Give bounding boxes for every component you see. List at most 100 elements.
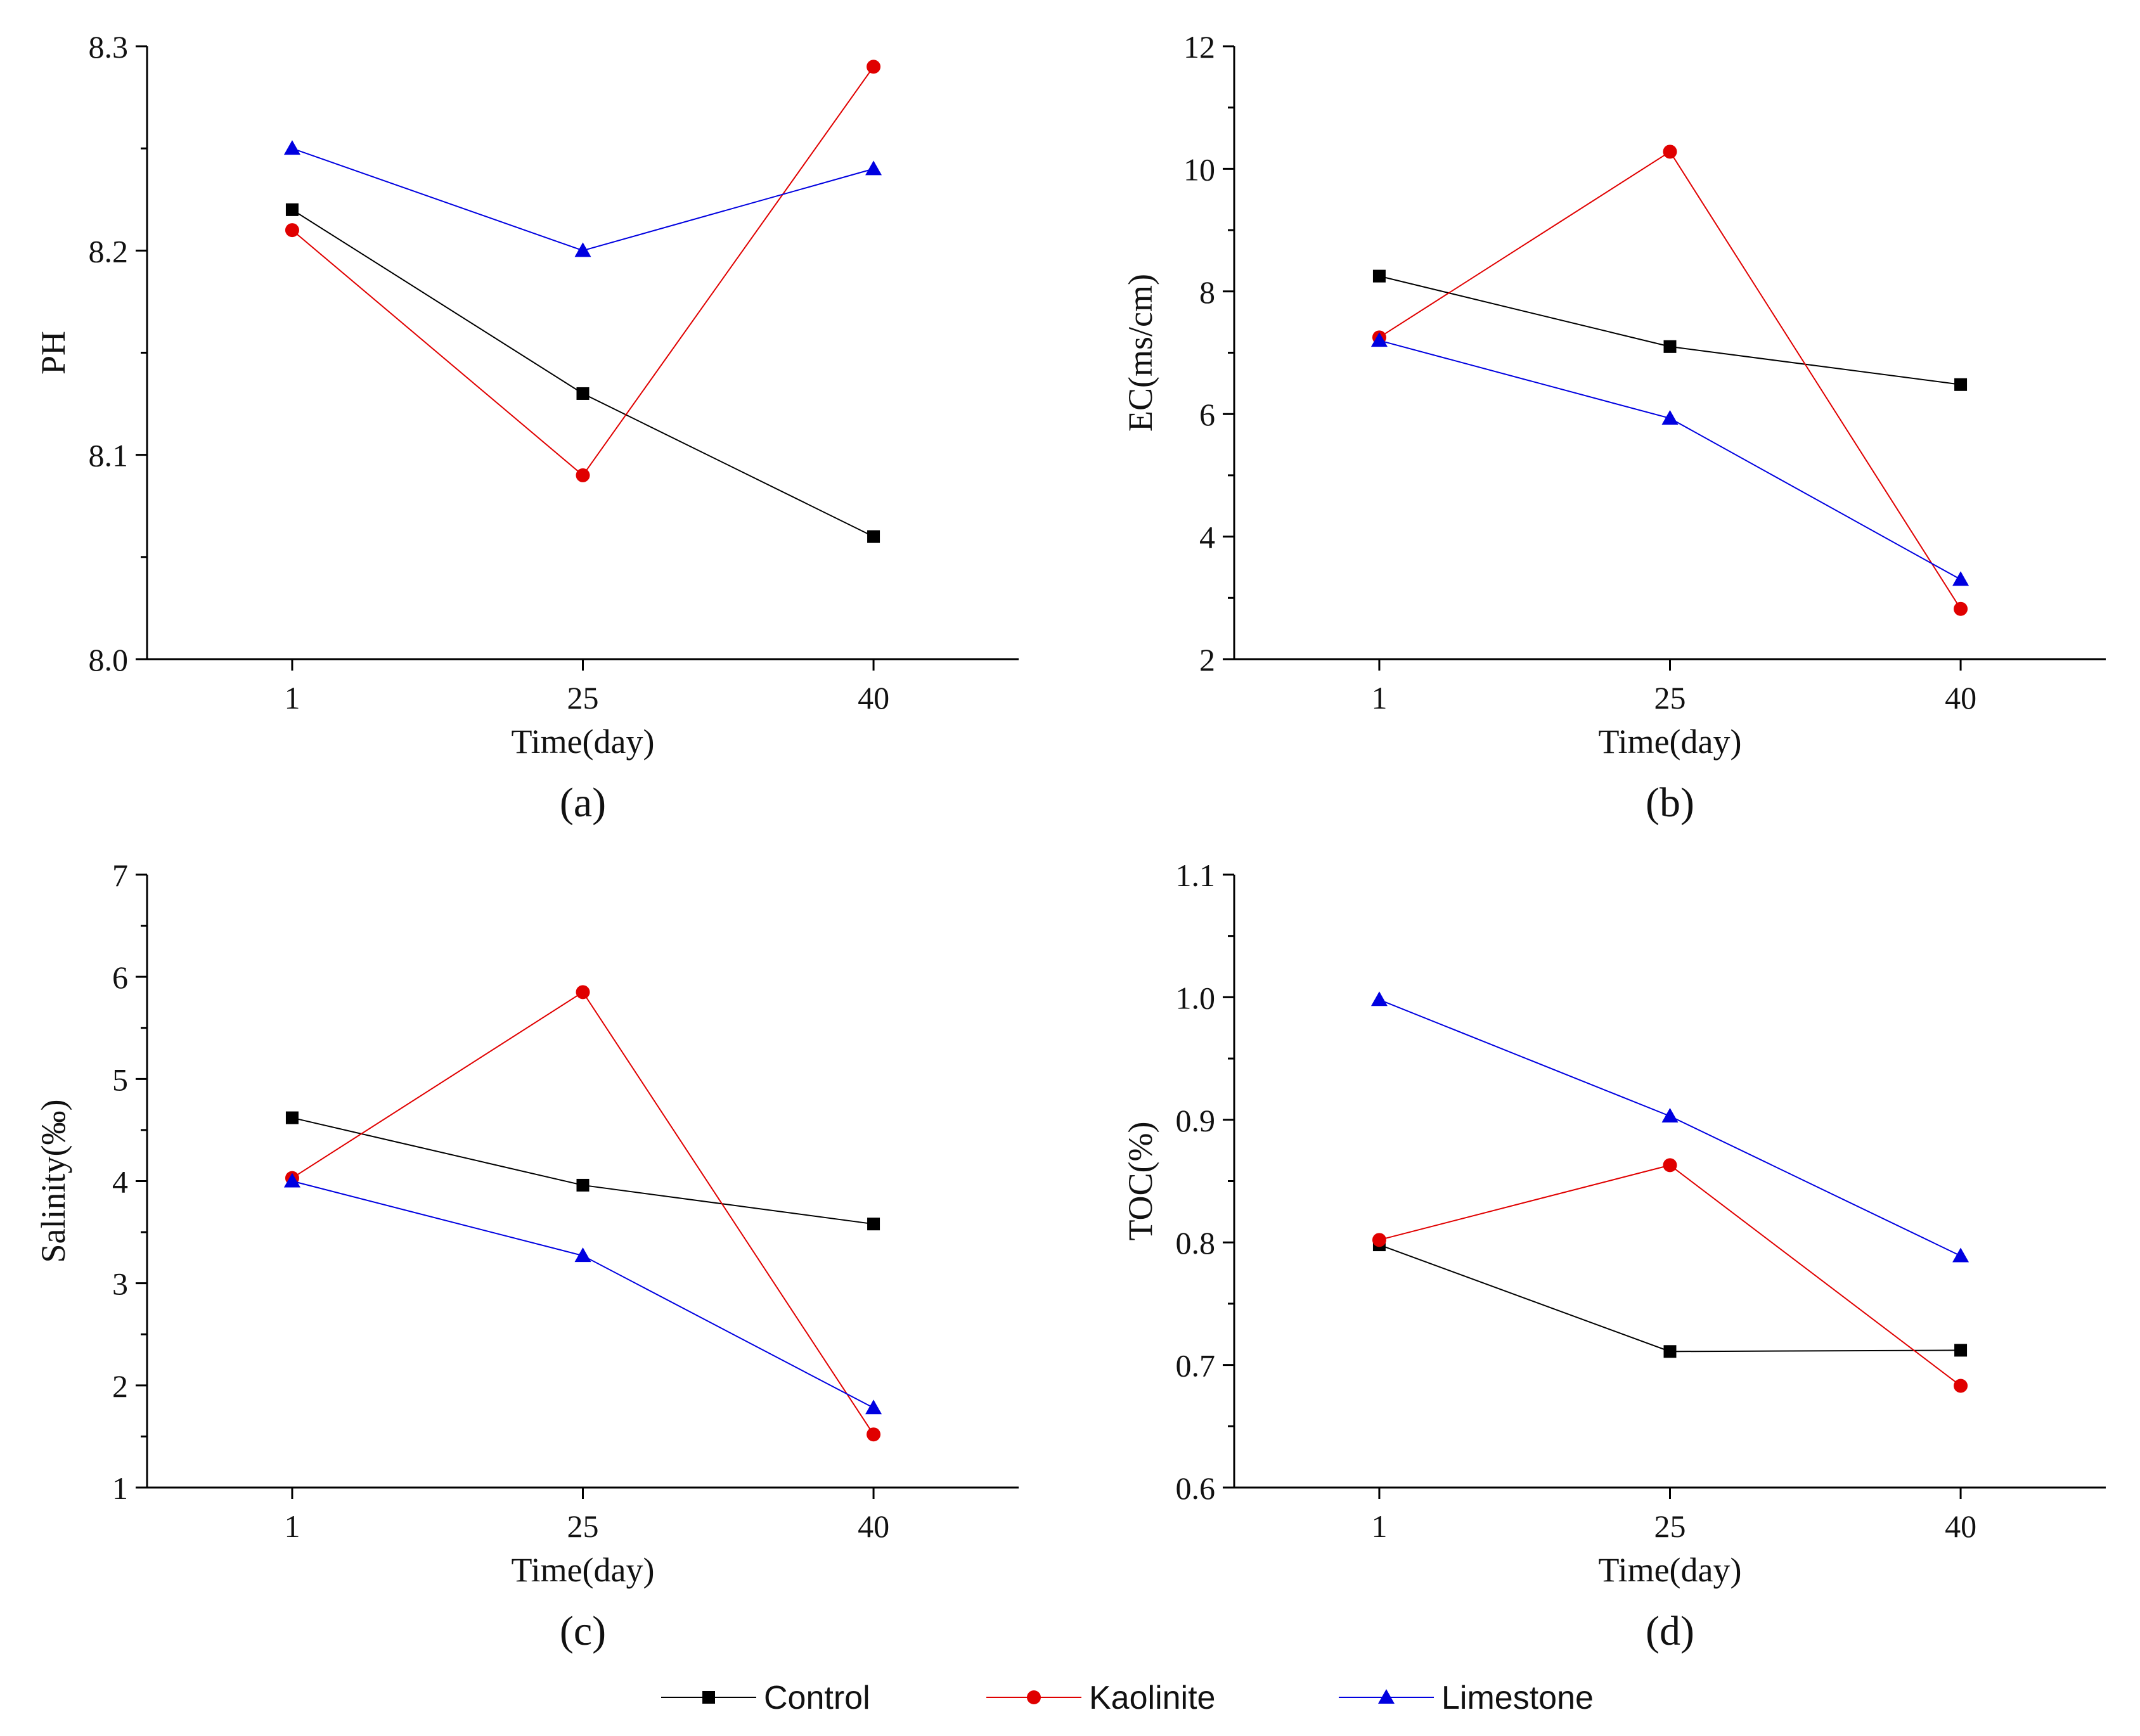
- data-point-limestone: [1661, 409, 1679, 425]
- legend-marker-control: [702, 1691, 715, 1704]
- y-tick-label: 0.6: [1176, 1470, 1216, 1506]
- legend: Control Kaolinite Limestone: [661, 1680, 1594, 1716]
- data-point-control: [576, 1178, 590, 1192]
- series-line-control: [1379, 1244, 1961, 1353]
- data-point-control: [1663, 340, 1677, 353]
- x-tick-label: 1: [284, 680, 300, 716]
- chart-panel-3: 1 2 3 4 5 6 7 1 25 40 Time(day) Salinity(‰) (c): [34, 858, 1019, 1654]
- data-point-control: [867, 530, 880, 543]
- data-point-control: [1663, 1345, 1677, 1358]
- data-point-kaolinite: [1663, 1158, 1677, 1173]
- data-point-control: [285, 203, 299, 216]
- y-axis-label: Salinity(‰): [34, 1100, 72, 1263]
- y-tick-label: 8: [1199, 274, 1215, 310]
- legend-marker-kaolinite: [1027, 1690, 1041, 1704]
- x-axis-label: Time(day): [1599, 1551, 1742, 1589]
- legend-label-control: Control: [764, 1680, 870, 1716]
- legend-marker-limestone: [1378, 1689, 1395, 1704]
- legend-label-kaolinite: Kaolinite: [1089, 1680, 1215, 1716]
- x-axis-label: Time(day): [1599, 723, 1742, 761]
- data-point-limestone: [865, 1399, 882, 1415]
- data-point-kaolinite: [576, 985, 590, 1000]
- y-axis-label: TOC(%): [1121, 1122, 1159, 1241]
- x-axis-label: Time(day): [512, 723, 655, 761]
- y-tick-label: 8.3: [89, 29, 129, 65]
- panel-label: (a): [560, 780, 606, 826]
- data-point-limestone: [1661, 1107, 1679, 1122]
- y-tick-label: 0.8: [1176, 1225, 1216, 1261]
- panel-label: (b): [1646, 780, 1694, 826]
- data-point-limestone: [283, 1173, 300, 1188]
- x-tick-label: 40: [858, 680, 889, 716]
- data-point-control: [576, 387, 590, 400]
- series-line-limestone: [292, 148, 874, 252]
- panel-label: (d): [1646, 1608, 1694, 1654]
- x-tick-label: 25: [1654, 1508, 1686, 1544]
- y-tick-label: 7: [112, 858, 128, 893]
- x-tick-label: 1: [284, 1508, 300, 1544]
- x-tick-label: 40: [1945, 1508, 1976, 1544]
- y-tick-label: 8.1: [89, 438, 129, 473]
- y-axis-label: EC(ms/cm): [1121, 274, 1159, 432]
- y-tick-label: 6: [1199, 397, 1215, 432]
- y-tick-label: 4: [1199, 520, 1215, 555]
- series-line-kaolinite: [1379, 150, 1961, 610]
- data-point-limestone: [1370, 332, 1388, 347]
- data-point-limestone: [1952, 571, 1969, 586]
- panel-label: (c): [560, 1608, 606, 1654]
- data-point-kaolinite: [1663, 145, 1677, 159]
- data-point-control: [1954, 378, 1968, 391]
- data-point-control: [1372, 269, 1386, 283]
- y-tick-label: 0.7: [1176, 1348, 1216, 1384]
- x-tick-label: 25: [1654, 680, 1686, 716]
- chart-panel-1: 8.0 8.1 8.2 8.3 1 25 40 Time(day) PH (a): [34, 29, 1019, 826]
- y-tick-label: 3: [112, 1266, 128, 1302]
- data-point-kaolinite: [867, 60, 881, 74]
- y-tick-label: 4: [112, 1164, 128, 1200]
- x-tick-label: 40: [1945, 680, 1976, 716]
- y-tick-label: 0.9: [1176, 1103, 1216, 1138]
- data-point-kaolinite: [1954, 601, 1968, 616]
- data-point-control: [285, 1111, 299, 1124]
- legend-label-limestone: Limestone: [1441, 1680, 1594, 1716]
- y-tick-label: 6: [112, 960, 128, 995]
- y-tick-label: 1.1: [1176, 858, 1216, 893]
- chart-panel-2: 2 4 6 8 10 12 1 25 40 Time(day) EC(ms/cm) (b): [1121, 29, 2106, 826]
- y-axis-label: PH: [34, 331, 72, 375]
- data-point-kaolinite: [576, 468, 590, 482]
- series-line-limestone: [292, 1180, 874, 1409]
- x-tick-label: 1: [1371, 1508, 1387, 1544]
- series-line-control: [292, 209, 874, 537]
- series-line-kaolinite: [292, 66, 874, 477]
- data-point-kaolinite: [1954, 1379, 1968, 1393]
- y-tick-label: 10: [1183, 151, 1215, 187]
- x-tick-label: 1: [1371, 680, 1387, 716]
- series-line-control: [1379, 275, 1961, 385]
- data-point-control: [867, 1218, 880, 1231]
- data-point-limestone: [1370, 991, 1388, 1006]
- data-point-control: [1954, 1344, 1968, 1357]
- data-point-limestone: [574, 1247, 591, 1263]
- x-tick-label: 40: [858, 1508, 889, 1544]
- data-point-limestone: [283, 140, 300, 155]
- x-tick-label: 25: [567, 680, 599, 716]
- x-tick-label: 25: [567, 1508, 599, 1544]
- x-axis-label: Time(day): [512, 1551, 655, 1589]
- y-tick-label: 5: [112, 1062, 128, 1097]
- y-tick-label: 12: [1183, 29, 1215, 65]
- y-tick-label: 1.0: [1176, 980, 1216, 1015]
- y-tick-label: 2: [1199, 642, 1215, 678]
- y-tick-label: 8.0: [89, 642, 129, 678]
- data-point-limestone: [574, 242, 591, 257]
- y-tick-label: 2: [112, 1368, 128, 1404]
- data-point-limestone: [1952, 1247, 1969, 1263]
- data-point-limestone: [865, 160, 882, 176]
- data-point-kaolinite: [285, 223, 299, 238]
- series-line-limestone: [1379, 340, 1961, 581]
- chart-panel-4: 0.6 0.7 0.8 0.9 1.0 1.1 1 25 40 Time(day) TOC(%) (d…: [1121, 858, 2106, 1654]
- y-tick-label: 1: [112, 1470, 128, 1506]
- data-point-kaolinite: [1372, 1233, 1386, 1247]
- y-tick-label: 8.2: [89, 233, 129, 269]
- data-point-kaolinite: [867, 1427, 881, 1442]
